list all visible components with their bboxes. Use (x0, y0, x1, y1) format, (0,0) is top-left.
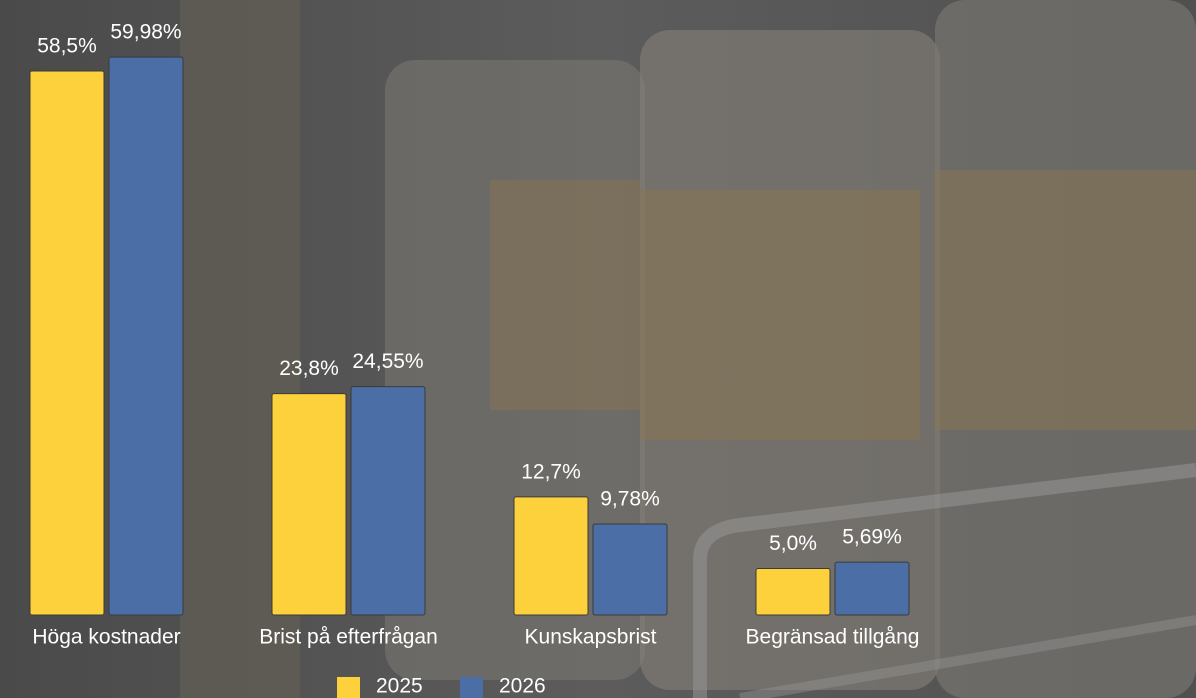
bar (835, 562, 909, 615)
page: {"chart_data": {"type": "bar", "categori… (0, 0, 1196, 698)
bar (272, 394, 346, 615)
bar (514, 497, 588, 615)
value-label: 24,55% (352, 350, 423, 373)
x-tick-label: Kunskapsbrist (525, 626, 657, 649)
chart: Höga kostnader 58,5% 59,98% Brist på efterf… (0, 0, 1196, 698)
value-label: 23,8% (279, 357, 339, 380)
legend-swatch (337, 677, 360, 698)
legend-label: 2025 (376, 675, 423, 698)
value-label: 12,7% (521, 460, 581, 483)
value-label: 59,98% (110, 21, 181, 44)
x-tick-label: Brist på efterfrågan (259, 626, 438, 649)
value-label: 9,78% (600, 488, 660, 511)
x-tick-label: Begränsad tillgång (746, 626, 920, 649)
value-label: 5,69% (842, 526, 902, 549)
bar (593, 524, 667, 615)
bar (756, 569, 830, 616)
bar (30, 71, 104, 615)
value-label: 58,5% (37, 34, 97, 57)
bar (351, 387, 425, 615)
x-tick-label: Höga kostnader (32, 626, 180, 649)
bar (109, 57, 183, 615)
value-label: 5,0% (769, 532, 817, 555)
legend-label: 2026 (499, 675, 546, 698)
legend-swatch (460, 677, 483, 698)
